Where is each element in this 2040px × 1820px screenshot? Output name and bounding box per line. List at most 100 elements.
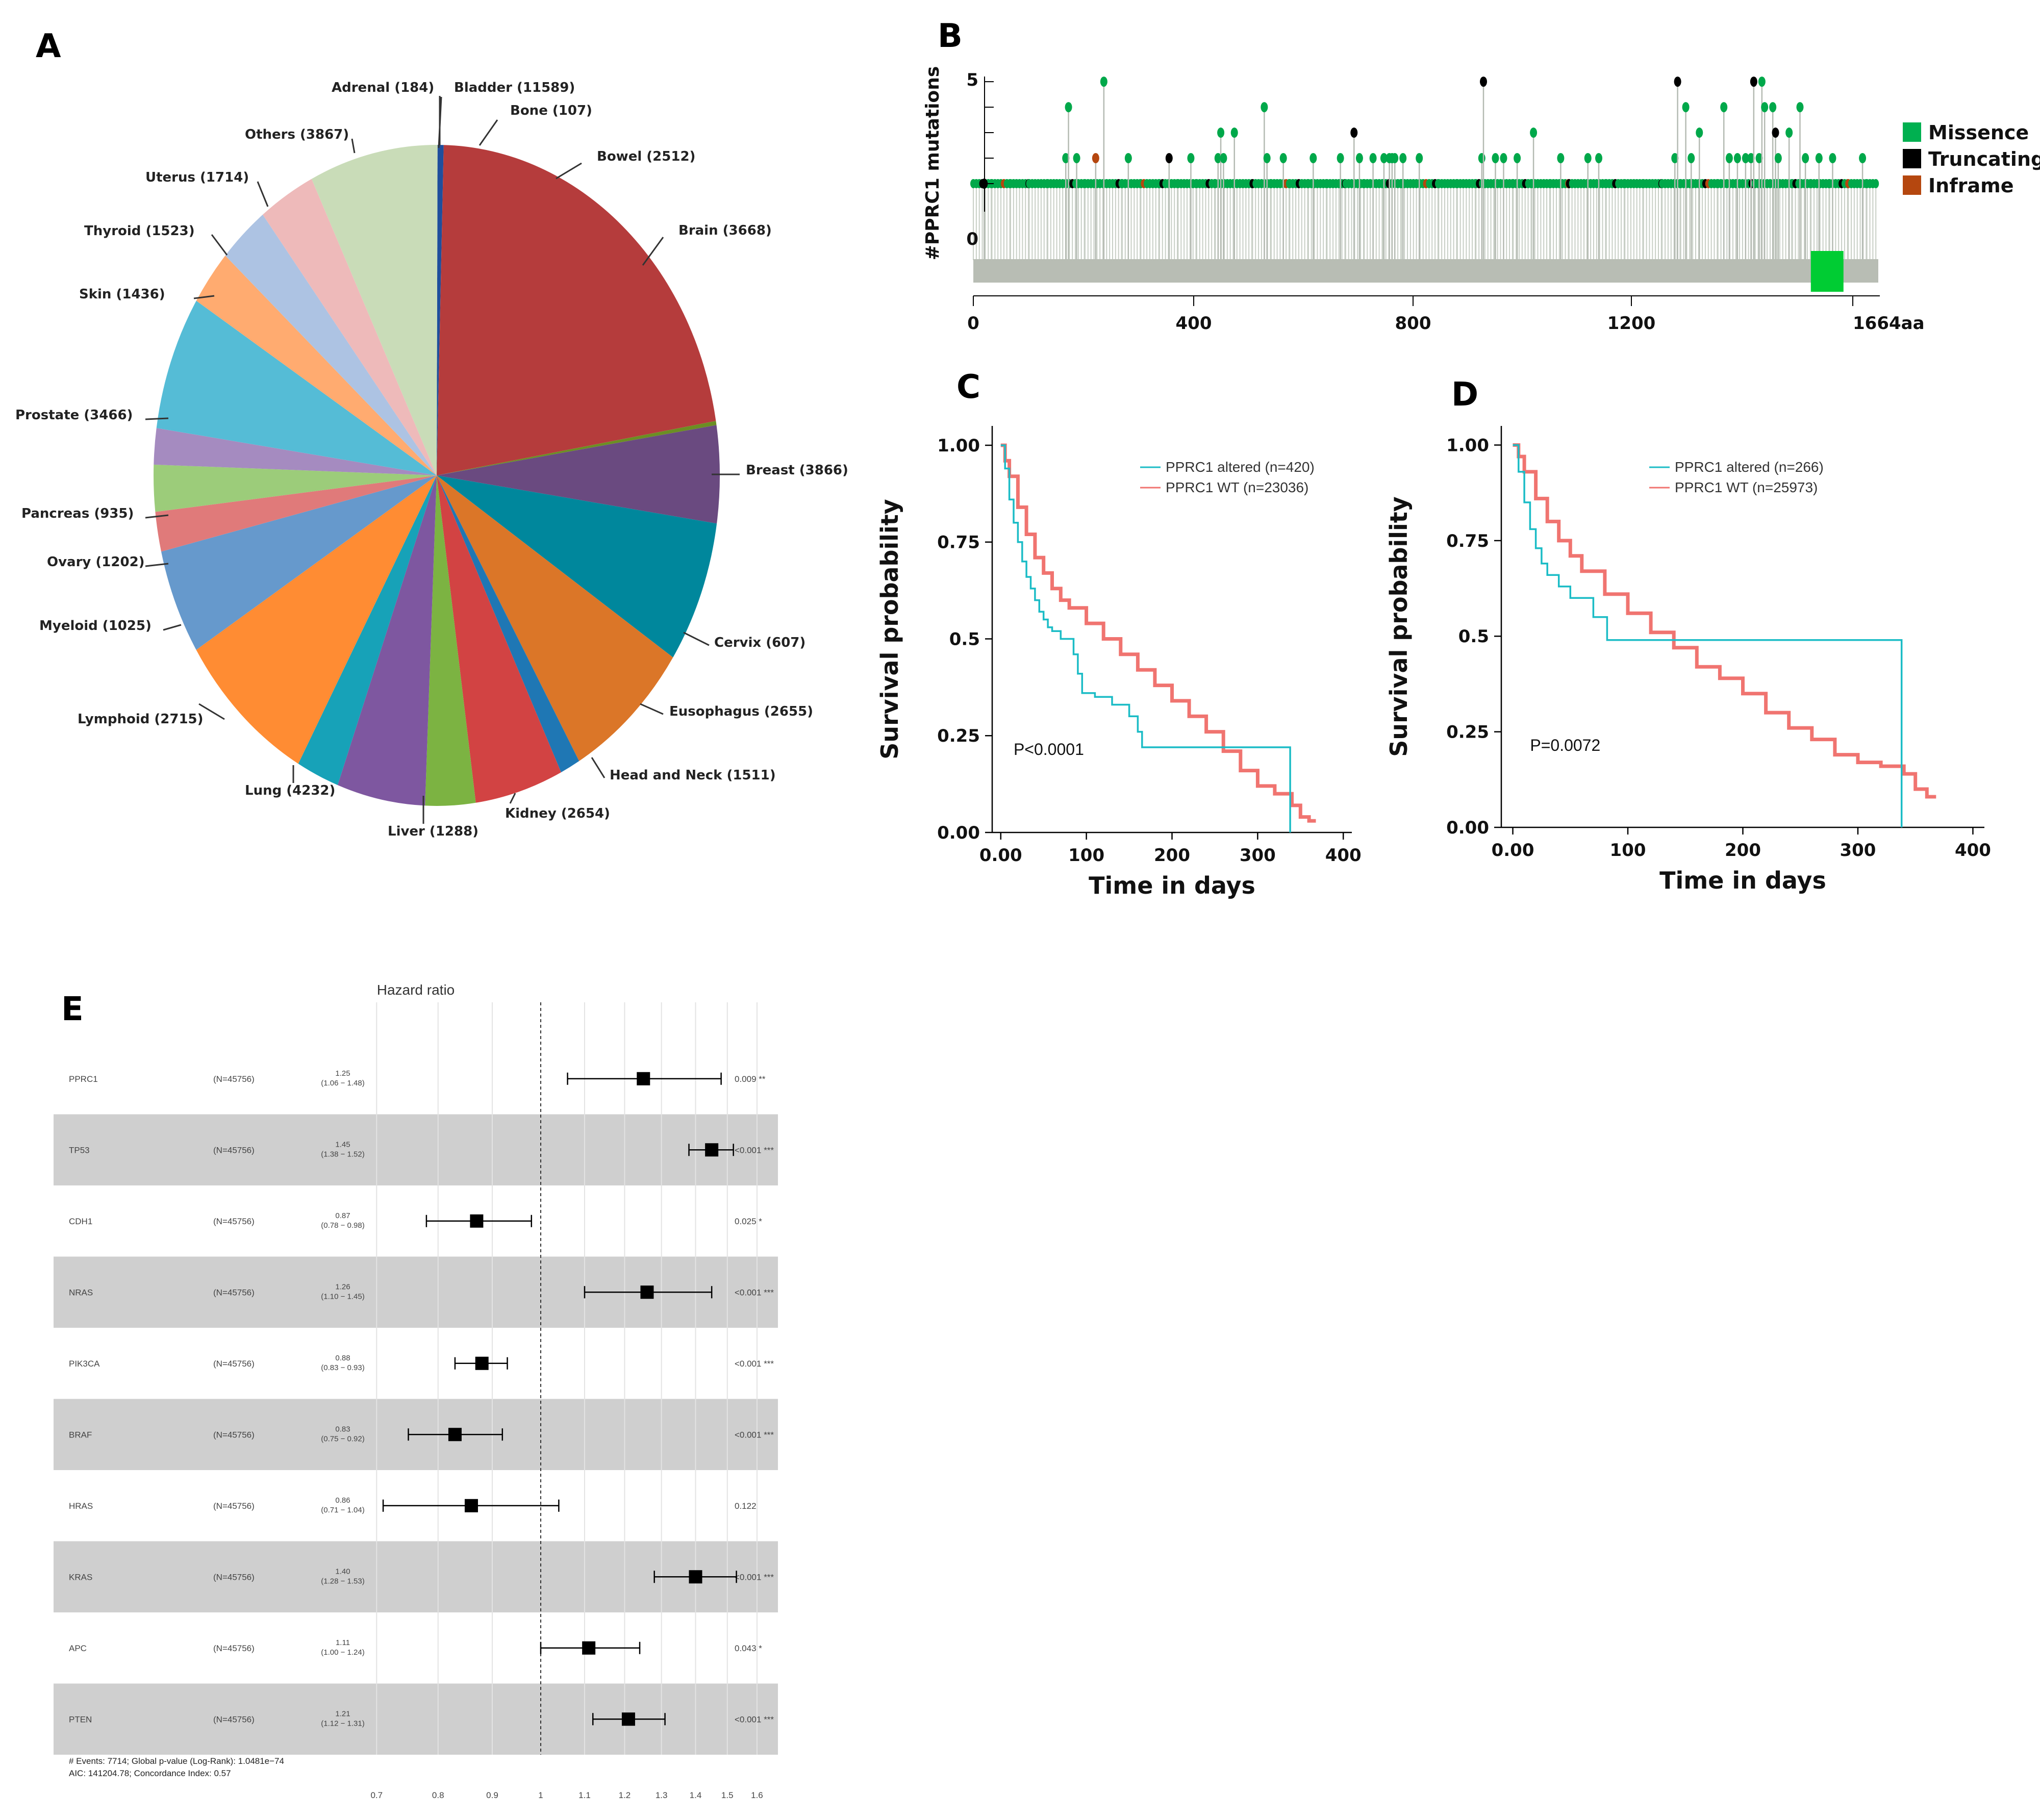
mutation-dot (1263, 153, 1271, 164)
ci-value: (1.28 − 1.53) (321, 1577, 364, 1585)
pie-slice (156, 300, 437, 475)
pie-slice-label: Ovary (1202) (47, 554, 145, 570)
protein-domain (1810, 251, 1844, 292)
n-label: (N=45756) (213, 1501, 255, 1511)
gene-label: PIK3CA (69, 1359, 100, 1369)
pie-leader-line (438, 96, 442, 148)
x-tick-label: 0.9 (486, 1790, 498, 1800)
ci-value: (0.83 − 0.93) (321, 1363, 364, 1372)
p-value: 0.122 (735, 1501, 757, 1511)
x-tick-label: 1200 (1607, 313, 1656, 334)
mutation-dot (1769, 102, 1777, 113)
pie-leader-line (193, 295, 215, 299)
ci-value: (1.06 − 1.48) (321, 1079, 364, 1088)
survival-plot-c: 0.00 0.25 0.5 0.75 1.00 0.00 100 200 300 400 Time … (876, 426, 1362, 899)
mutation-dot (1815, 153, 1823, 164)
gene-label: APC (69, 1644, 87, 1653)
x-tick-label: 1.6 (751, 1790, 763, 1800)
n-label: (N=45756) (213, 1359, 255, 1369)
pie-slice-label: Lung (4232) (245, 783, 335, 798)
ci-value: (1.38 − 1.52) (321, 1150, 364, 1158)
y-tick-label: 0.75 (937, 533, 980, 553)
x-tick-label: 400 (1955, 840, 1991, 861)
legend-label: Inframe (1928, 174, 2013, 197)
hr-value: 1.26 (335, 1282, 350, 1291)
x-tick-label: 1.1 (578, 1790, 591, 1800)
pie-slice (311, 144, 438, 475)
mutation-dot (1062, 153, 1070, 164)
mutation-dot (1220, 153, 1227, 164)
mutation-dot (1557, 153, 1565, 164)
mutation-dot (1682, 102, 1690, 113)
hr-marker (464, 1499, 478, 1512)
pie-leader-line (198, 703, 225, 720)
x-tick-label: 1 (538, 1790, 543, 1800)
mutation-dot (1217, 128, 1225, 138)
pie-slice (437, 475, 561, 803)
pie-slice-label: Thyroid (1523) (84, 223, 195, 239)
p-value: 0.025 * (735, 1217, 762, 1226)
x-tick-label: 0 (967, 313, 979, 334)
mutation-dot (1755, 153, 1763, 164)
pie-leader-line (145, 417, 169, 420)
forest-title: Hazard ratio (377, 982, 455, 998)
panel-letter-a: A (36, 28, 61, 65)
gene-label: BRAF (69, 1430, 92, 1439)
pie-leader-line (509, 793, 516, 804)
pie-leader-line (591, 757, 606, 778)
hr-value: 1.40 (335, 1567, 350, 1576)
hr-value: 1.25 (335, 1069, 350, 1078)
pie-slice (196, 256, 437, 475)
pie-slice (225, 214, 437, 475)
pie-leader-line (556, 162, 582, 180)
x-tick-label: 400 (1176, 313, 1212, 334)
pie-slice-label: Kidney (2654) (505, 806, 610, 821)
mutation-dot (1261, 102, 1268, 113)
mutation-dot (1725, 153, 1733, 164)
pie-slice-label: Breast (3866) (746, 463, 848, 478)
ci-value: (1.10 − 1.45) (321, 1292, 364, 1301)
mutation-dot (1391, 153, 1399, 164)
n-label: (N=45756) (213, 1430, 255, 1439)
mutation-dot (1380, 153, 1388, 164)
pie-leader-line (683, 631, 710, 646)
mutation-dot (1742, 153, 1749, 164)
mutation-dot (1671, 153, 1679, 164)
row-shade (54, 1683, 778, 1755)
survival-curve (1000, 443, 1316, 823)
pie-slice-label: Skin (1436) (79, 287, 165, 302)
panel-letter-e: E (61, 991, 84, 1028)
pie-slice (196, 475, 437, 764)
ci-value: (1.00 − 1.24) (321, 1648, 364, 1657)
hr-marker (475, 1356, 489, 1370)
pie-slice-label: Eusophagus (2655) (669, 704, 813, 719)
forest-plot: 0.7 0.8 0.9 1 1.1 1.2 1.3 1.4 1.5 1.6 Hazard ratio… (54, 982, 778, 1800)
mutation-dot (1688, 153, 1695, 164)
pie-slice (263, 179, 437, 475)
pie-slice-label: Uterus (1714) (145, 170, 249, 185)
pie-slice (298, 475, 437, 786)
mutation-dot (1500, 153, 1507, 164)
mutation-dot (1416, 153, 1423, 164)
pie-leader-line (351, 138, 356, 154)
legend-label: Missence (1928, 121, 2029, 144)
forest-footer: # Events: 7714; Global p-value (Log-Rank… (69, 1756, 284, 1766)
mutation-dot (1124, 153, 1132, 164)
p-value: <0.001 *** (735, 1287, 774, 1297)
gene-label: PTEN (69, 1714, 92, 1724)
mutation-dot (1092, 153, 1099, 164)
pie-slice (154, 428, 437, 475)
pie-slice-label: Prostate (3466) (15, 408, 133, 423)
y-tick-label: 0.75 (1446, 531, 1489, 551)
x-tick-label: 200 (1154, 845, 1190, 866)
mutation-dot (1230, 128, 1238, 138)
pie-slice-label: Liver (1288) (388, 824, 478, 839)
panel-letter-d: D (1451, 376, 1478, 414)
pie-slice-label: Cervix (607) (714, 635, 805, 650)
mutation-dot (1772, 128, 1779, 138)
pie-leader-line (478, 119, 498, 146)
hr-marker (470, 1214, 484, 1228)
panel-letter-c: C (956, 368, 980, 406)
pie-leader-line (257, 181, 269, 207)
mutation-dot (1309, 153, 1317, 164)
